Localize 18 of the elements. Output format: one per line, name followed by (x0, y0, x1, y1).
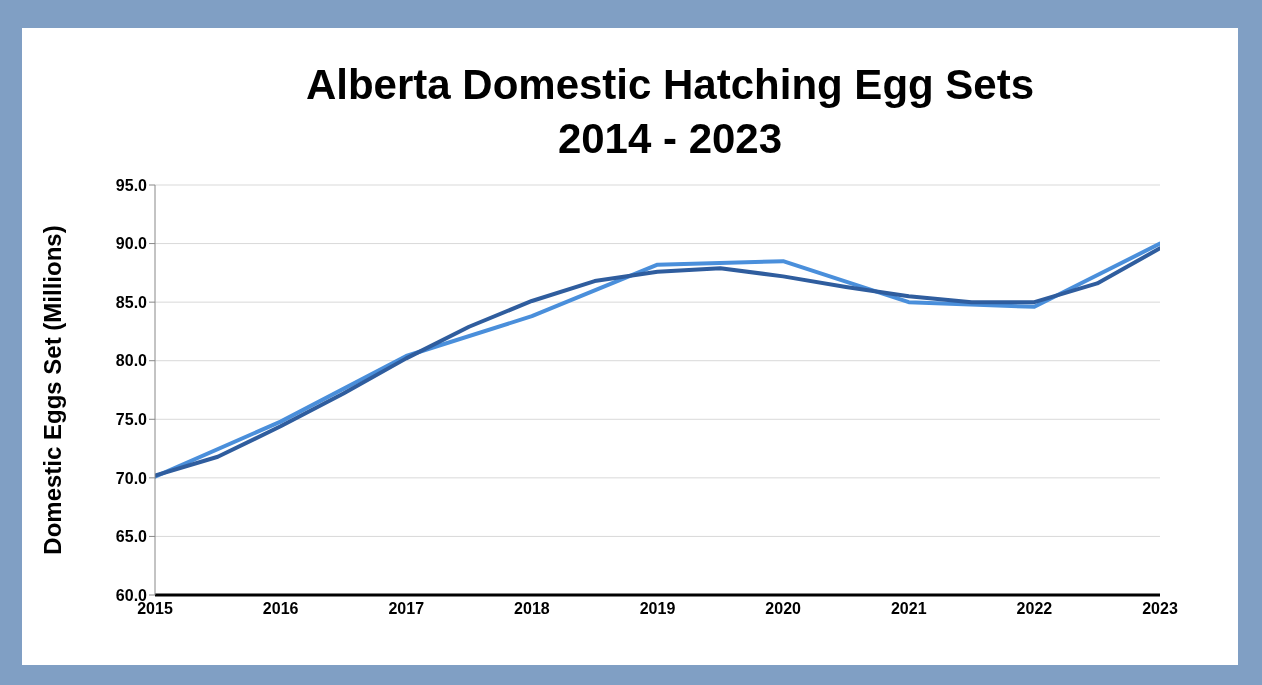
y-tick-label: 90.0 (115, 235, 148, 253)
x-tick-label: 2015 (137, 600, 173, 618)
y-tick-label: 85.0 (115, 293, 148, 311)
y-axis-title: Domestic Eggs Set (Millions) (38, 225, 66, 555)
chart-title: Alberta Domestic Hatching Egg Sets 2014 - 2023 (304, 60, 1036, 164)
x-tick-label: 2016 (262, 600, 299, 618)
x-tick-label: 2017 (388, 600, 425, 618)
y-tick-label: 80.0 (115, 352, 148, 370)
x-tick-label: 2021 (890, 600, 927, 618)
x-tick-label: 2018 (514, 600, 550, 618)
x-tick-label: 2023 (1142, 600, 1178, 618)
x-tick-label: 2020 (765, 600, 802, 618)
y-tick-label: 95.0 (115, 176, 148, 194)
y-tick-label: 75.0 (115, 410, 148, 428)
y-tick-label: 70.0 (115, 469, 148, 487)
x-tick-label: 2022 (1016, 600, 1053, 618)
x-tick-label: 2019 (639, 600, 676, 618)
y-tick-label: 65.0 (115, 528, 148, 546)
